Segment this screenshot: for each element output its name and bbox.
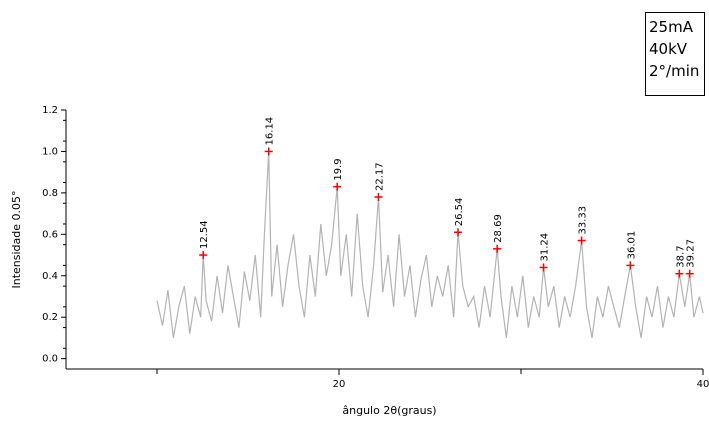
- series-line-0: [156, 151, 704, 339]
- peak-label: 16.14: [265, 117, 276, 146]
- peak-label: 38.7: [675, 245, 686, 267]
- conditions-box: 25mA 40kV 2°/min: [645, 12, 705, 96]
- peak-label: 33.33: [578, 206, 589, 235]
- peak-label: 36.01: [626, 231, 637, 260]
- y-tick-label: 0.6: [42, 229, 58, 240]
- axes-layer: 0.0 0.2 0.4 0.6 0.8 1.0 1.2 20 40: [42, 105, 709, 390]
- x-tick-label: 20: [333, 379, 346, 390]
- peak-label: 26.54: [454, 198, 465, 227]
- peak-layer: 12.54 16.14 19.9 22.17 26.54 28.69 31.24 33.33 3…: [199, 117, 697, 278]
- y-tick-label: 0.8: [42, 188, 58, 199]
- y-tick-label: 1.0: [42, 146, 58, 157]
- peak-marker: [374, 193, 383, 202]
- peak-marker: [199, 251, 208, 260]
- peak-marker: [539, 263, 548, 272]
- peak-marker: [493, 244, 502, 253]
- y-tick-label: 0.2: [42, 312, 58, 323]
- peak-label: 22.17: [374, 162, 385, 191]
- peak-label: 28.69: [493, 214, 504, 243]
- voltage-label: 40kV: [649, 40, 688, 58]
- current-label: 25mA: [649, 18, 693, 36]
- y-axis-title: Intensidade 0.05°: [10, 190, 23, 288]
- scan-rate-label: 2°/min: [649, 62, 700, 80]
- x-tick-label: 40: [697, 379, 709, 390]
- peak-label: 39.27: [686, 239, 697, 268]
- peak-marker: [454, 228, 463, 237]
- peak-marker: [626, 261, 635, 270]
- y-tick-label: 1.2: [42, 105, 58, 116]
- peak-marker: [264, 147, 273, 156]
- peak-marker: [675, 269, 684, 278]
- y-tick-label: 0.4: [42, 271, 58, 282]
- peak-marker: [333, 182, 342, 191]
- series-layer: [156, 151, 704, 339]
- peak-marker: [577, 236, 586, 245]
- y-tick-label: 0.0: [42, 354, 58, 365]
- x-axis-title: ângulo 2θ(graus): [342, 404, 436, 417]
- peak-marker: [685, 269, 694, 278]
- peak-label: 31.24: [540, 233, 551, 262]
- peak-label: 12.54: [199, 220, 210, 249]
- peak-label: 19.9: [333, 158, 344, 180]
